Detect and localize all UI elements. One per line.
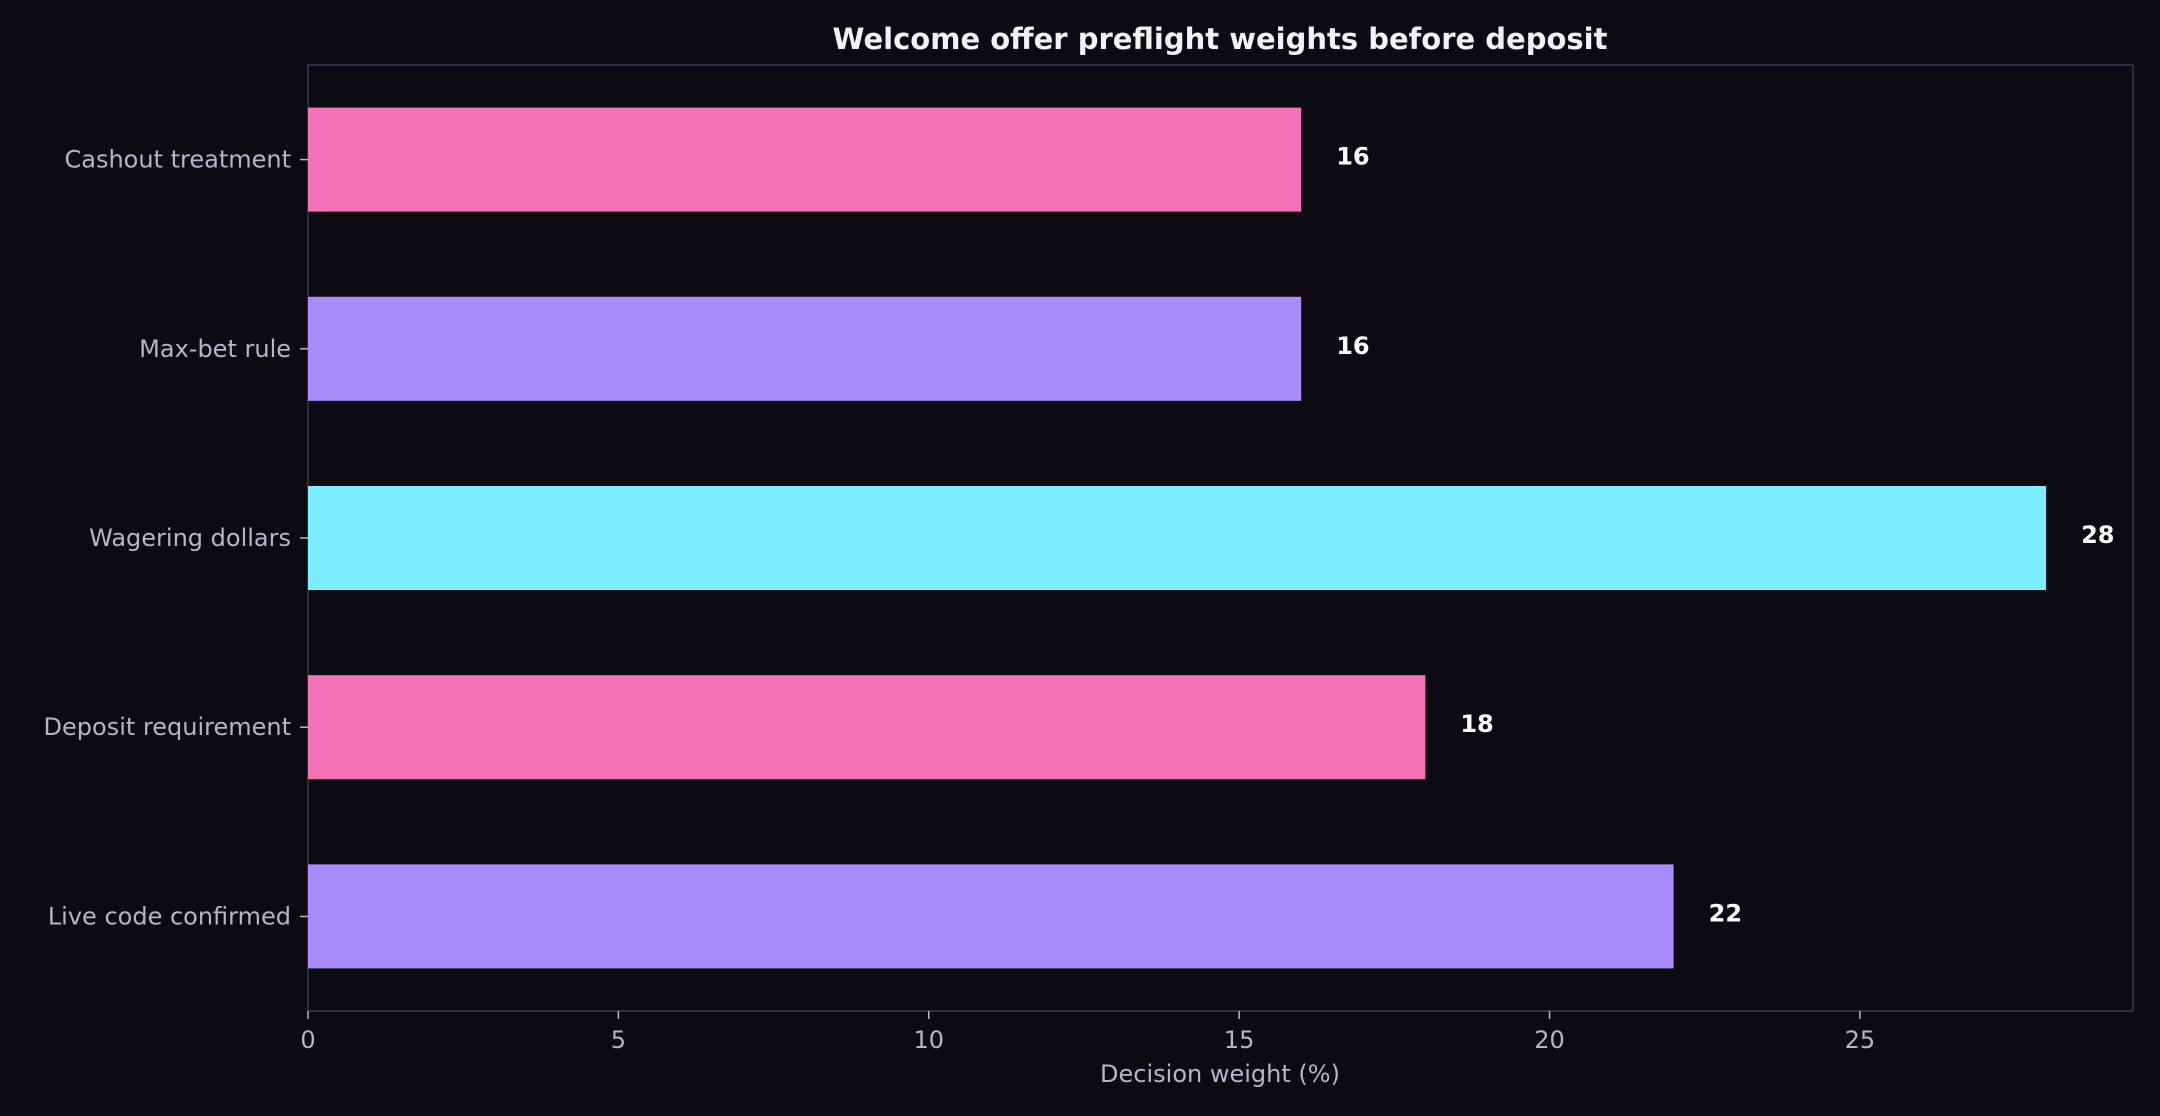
bar-5 <box>308 864 1674 969</box>
x-axis-title: Decision weight (%) <box>1100 1060 1340 1088</box>
y-tick-label-5: Live code confirmed <box>48 902 291 930</box>
value-label-2: 16 <box>1336 332 1369 360</box>
value-label-4: 18 <box>1460 710 1493 738</box>
value-label-3: 28 <box>2081 521 2114 549</box>
x-tick-label-2: 5 <box>611 1026 626 1054</box>
y-tick-label-4: Deposit requirement <box>44 713 291 741</box>
x-tick-label-3: 10 <box>913 1026 944 1054</box>
chart-title: Welcome offer preflight weights before d… <box>833 22 1608 56</box>
x-tick-label-4: 15 <box>1224 1026 1255 1054</box>
bar-2 <box>308 296 1302 401</box>
x-tick-label-1: 0 <box>300 1026 315 1054</box>
value-label-1: 16 <box>1336 143 1369 171</box>
y-tick-label-1: Cashout treatment <box>64 146 291 174</box>
bar-1 <box>308 107 1302 212</box>
x-tick-label-6: 25 <box>1845 1026 1876 1054</box>
x-tick-label-5: 20 <box>1534 1026 1565 1054</box>
plot-area: Cashout treatment 16 Max-bet rule 16 Wagerin… <box>44 64 2134 1054</box>
value-label-5: 22 <box>1709 899 1742 927</box>
y-tick-label-2: Max-bet rule <box>139 335 291 363</box>
bar-4 <box>308 675 1426 780</box>
y-tick-label-3: Wagering dollars <box>89 524 291 552</box>
bar-3 <box>308 485 2047 591</box>
